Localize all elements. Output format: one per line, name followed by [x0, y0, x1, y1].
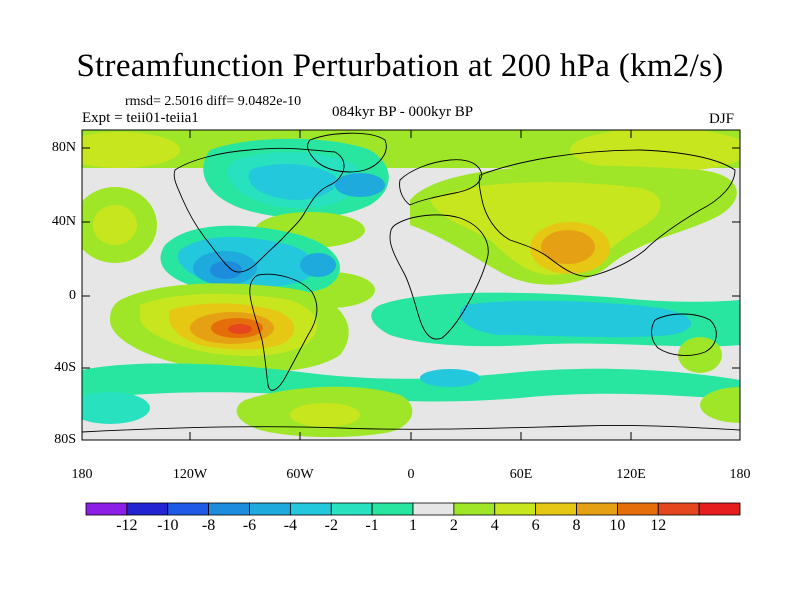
colorbar-swatch — [126, 502, 169, 516]
lon-label-120e: 120E — [616, 467, 646, 482]
greenland-coast — [307, 132, 387, 173]
coastlines — [82, 132, 740, 433]
antarctica-coast — [82, 425, 740, 433]
plot-title: Streamfunction Perturbation at 200 hPa (… — [76, 48, 724, 84]
colorbar-label: -1 — [365, 517, 379, 534]
colorbar-label: 2 — [449, 517, 458, 534]
lon-label-0: 0 — [407, 467, 415, 482]
colorbar-label: -8 — [201, 517, 216, 534]
colorbar-label: 10 — [609, 517, 626, 534]
lon-label-60e: 60E — [509, 467, 533, 482]
atlantic-negative-core — [335, 173, 385, 197]
sw-pacific-negative — [82, 392, 150, 424]
colorbar — [85, 502, 741, 516]
lat-label-0: 0 — [69, 288, 76, 303]
lat-label-40n: 40N — [51, 214, 76, 229]
experiment-label: Expt = teii01-teiia1 — [82, 110, 199, 126]
colorbar-swatch — [85, 502, 128, 516]
lon-label-180w: 180 — [71, 467, 93, 482]
colorbar-label: -10 — [157, 517, 179, 534]
africa-coast — [389, 214, 489, 340]
colorbar-label: 12 — [650, 517, 667, 534]
sp-positive-core — [228, 324, 252, 334]
south-america-coast — [249, 273, 318, 391]
colorbar-swatch — [494, 502, 537, 516]
s-pacific-east-positive — [700, 387, 740, 423]
colorbar-swatch — [412, 502, 455, 516]
lat-label-80s: 80S — [54, 432, 76, 447]
na-negative-core — [248, 164, 337, 200]
colorbar-swatch — [371, 502, 414, 516]
axis-ticks — [82, 130, 740, 441]
asia-positive-core — [541, 230, 595, 264]
lon-label-60w: 60W — [286, 467, 314, 482]
southern-negative-band — [82, 363, 740, 402]
colorbar-label: -12 — [116, 517, 138, 534]
season-label: DJF — [709, 111, 735, 127]
npac-east-positive — [660, 193, 730, 217]
colorbar-swatch — [698, 502, 741, 516]
arctic-pacific-lobe — [82, 132, 180, 168]
field-layer — [82, 130, 740, 440]
tpac-negative-core — [210, 261, 242, 279]
colorbar-swatch — [208, 502, 250, 516]
colorbar-label: 6 — [531, 517, 540, 534]
colorbar-swatch — [289, 502, 332, 516]
stats-label: rmsd= 2.5016 diff= 9.0482e-10 — [125, 94, 302, 109]
colorbar-label: 8 — [572, 517, 581, 534]
colorbar-label: -4 — [283, 517, 298, 534]
colorbar-swatch — [616, 502, 659, 516]
colorbar-swatch — [535, 502, 577, 516]
colorbar-swatch — [576, 502, 618, 516]
aus-east-positive — [678, 337, 722, 373]
colorbar-swatch — [249, 502, 291, 516]
carib-negative-core — [300, 253, 336, 277]
australia-coast — [651, 313, 717, 356]
colorbar-swatch — [453, 502, 496, 516]
europe-coast — [399, 159, 483, 206]
stropics-negative-core — [459, 300, 692, 338]
colorbar-label: 4 — [490, 517, 499, 534]
npacific-positive-core — [93, 205, 137, 245]
arctic-asia-lobe — [570, 130, 740, 172]
colorbar-swatch — [330, 502, 373, 516]
colorbar-label: -6 — [242, 517, 257, 534]
colorbar-label: -2 — [324, 517, 338, 534]
colorbar-swatch — [657, 502, 700, 516]
colorbar-label: 1 — [409, 517, 417, 534]
asia-coast — [478, 149, 736, 277]
lon-label-180e: 180 — [729, 467, 751, 482]
lon-label-120w: 120W — [172, 467, 208, 482]
colorbar-swatch — [167, 502, 210, 516]
s-indian-negative — [420, 369, 480, 387]
antarctic-positive-core — [290, 403, 360, 427]
period-label: 084kyr BP - 000kyr BP — [332, 104, 474, 120]
lat-label-40s: 40S — [54, 360, 76, 375]
lat-label-80n: 80N — [51, 140, 76, 155]
north-america-coast — [173, 147, 345, 273]
